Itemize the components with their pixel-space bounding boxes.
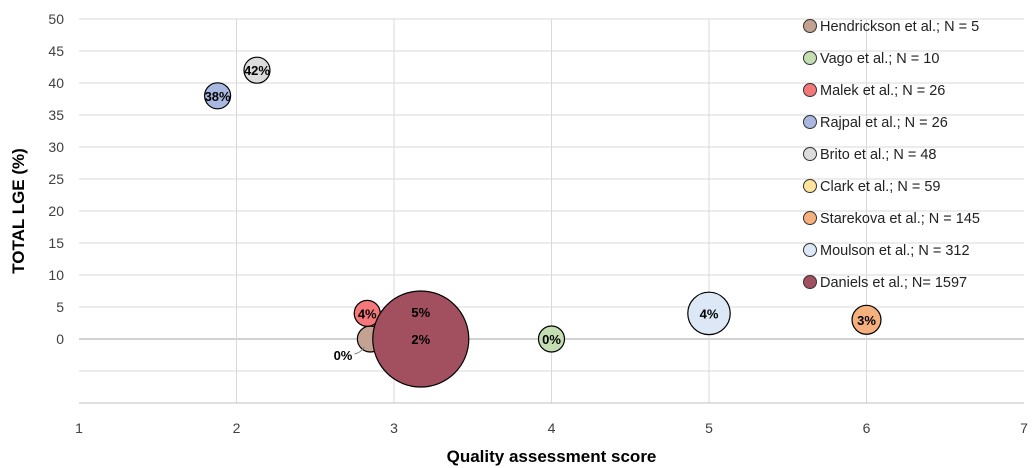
bubble-label: 0% [334, 348, 353, 363]
legend-entry: Brito et al.; N = 48 [820, 147, 936, 163]
x-tick-label: 6 [863, 420, 871, 436]
legend-entry: Rajpal et al.; N = 26 [820, 115, 948, 131]
y-tick-label: 15 [48, 235, 64, 251]
x-axis-title: Quality assessment score [447, 447, 657, 466]
legend-marker [804, 116, 817, 129]
legend-entry: Daniels et al.; N= 1597 [820, 275, 967, 291]
y-tick-label: 25 [48, 171, 64, 187]
y-tick-label: 45 [48, 43, 64, 59]
legend-entry: Moulson et al.; N = 312 [820, 243, 970, 259]
x-tick-label: 2 [233, 420, 241, 436]
legend: Hendrickson et al.; N = 5 Vago et al.; N … [804, 19, 981, 291]
bubble-label: 3% [857, 313, 876, 328]
bubble-label: 4% [700, 306, 719, 321]
bubble-label: 5% [411, 305, 430, 320]
bubble-label: 42% [244, 63, 270, 78]
bubble-label: 2% [411, 332, 430, 347]
x-tick-label: 3 [390, 420, 398, 436]
bubble-label: 0% [542, 332, 561, 347]
y-tick-label: 30 [48, 139, 64, 155]
x-tick-label: 1 [75, 420, 83, 436]
y-tick-label: 40 [48, 75, 64, 91]
legend-marker [804, 84, 817, 97]
y-axis-ticks: 0 5 10 15 20 25 30 35 40 45 50 [48, 11, 64, 347]
legend-marker [804, 212, 817, 225]
bubble-layer: 0% 0% 4% 38% 42% 5% 3% 4% 2% [205, 57, 881, 387]
y-tick-label: 50 [48, 11, 64, 27]
x-tick-label: 7 [1020, 420, 1028, 436]
y-tick-label: 0 [56, 331, 64, 347]
legend-marker [804, 180, 817, 193]
legend-entry: Starekova et al.; N = 145 [820, 211, 980, 227]
legend-marker [804, 244, 817, 257]
x-axis-ticks: 1 2 3 4 5 6 7 [75, 420, 1028, 436]
legend-marker [804, 148, 817, 161]
legend-entry: Malek et al.; N = 26 [820, 83, 945, 99]
y-tick-label: 35 [48, 107, 64, 123]
bubble-label: 38% [205, 89, 231, 104]
y-axis-title: TOTAL LGE (%) [9, 148, 28, 274]
y-tick-label: 5 [56, 299, 64, 315]
y-tick-label: 10 [48, 267, 64, 283]
legend-marker [804, 20, 817, 33]
legend-marker [804, 52, 817, 65]
legend-marker [804, 276, 817, 289]
x-tick-label: 5 [705, 420, 713, 436]
legend-entry: Hendrickson et al.; N = 5 [820, 19, 979, 35]
x-tick-label: 4 [548, 420, 556, 436]
y-tick-label: 20 [48, 203, 64, 219]
legend-entry: Clark et al.; N = 59 [820, 179, 940, 195]
bubble-label: 4% [358, 306, 377, 321]
legend-entry: Vago et al.; N = 10 [820, 51, 939, 67]
